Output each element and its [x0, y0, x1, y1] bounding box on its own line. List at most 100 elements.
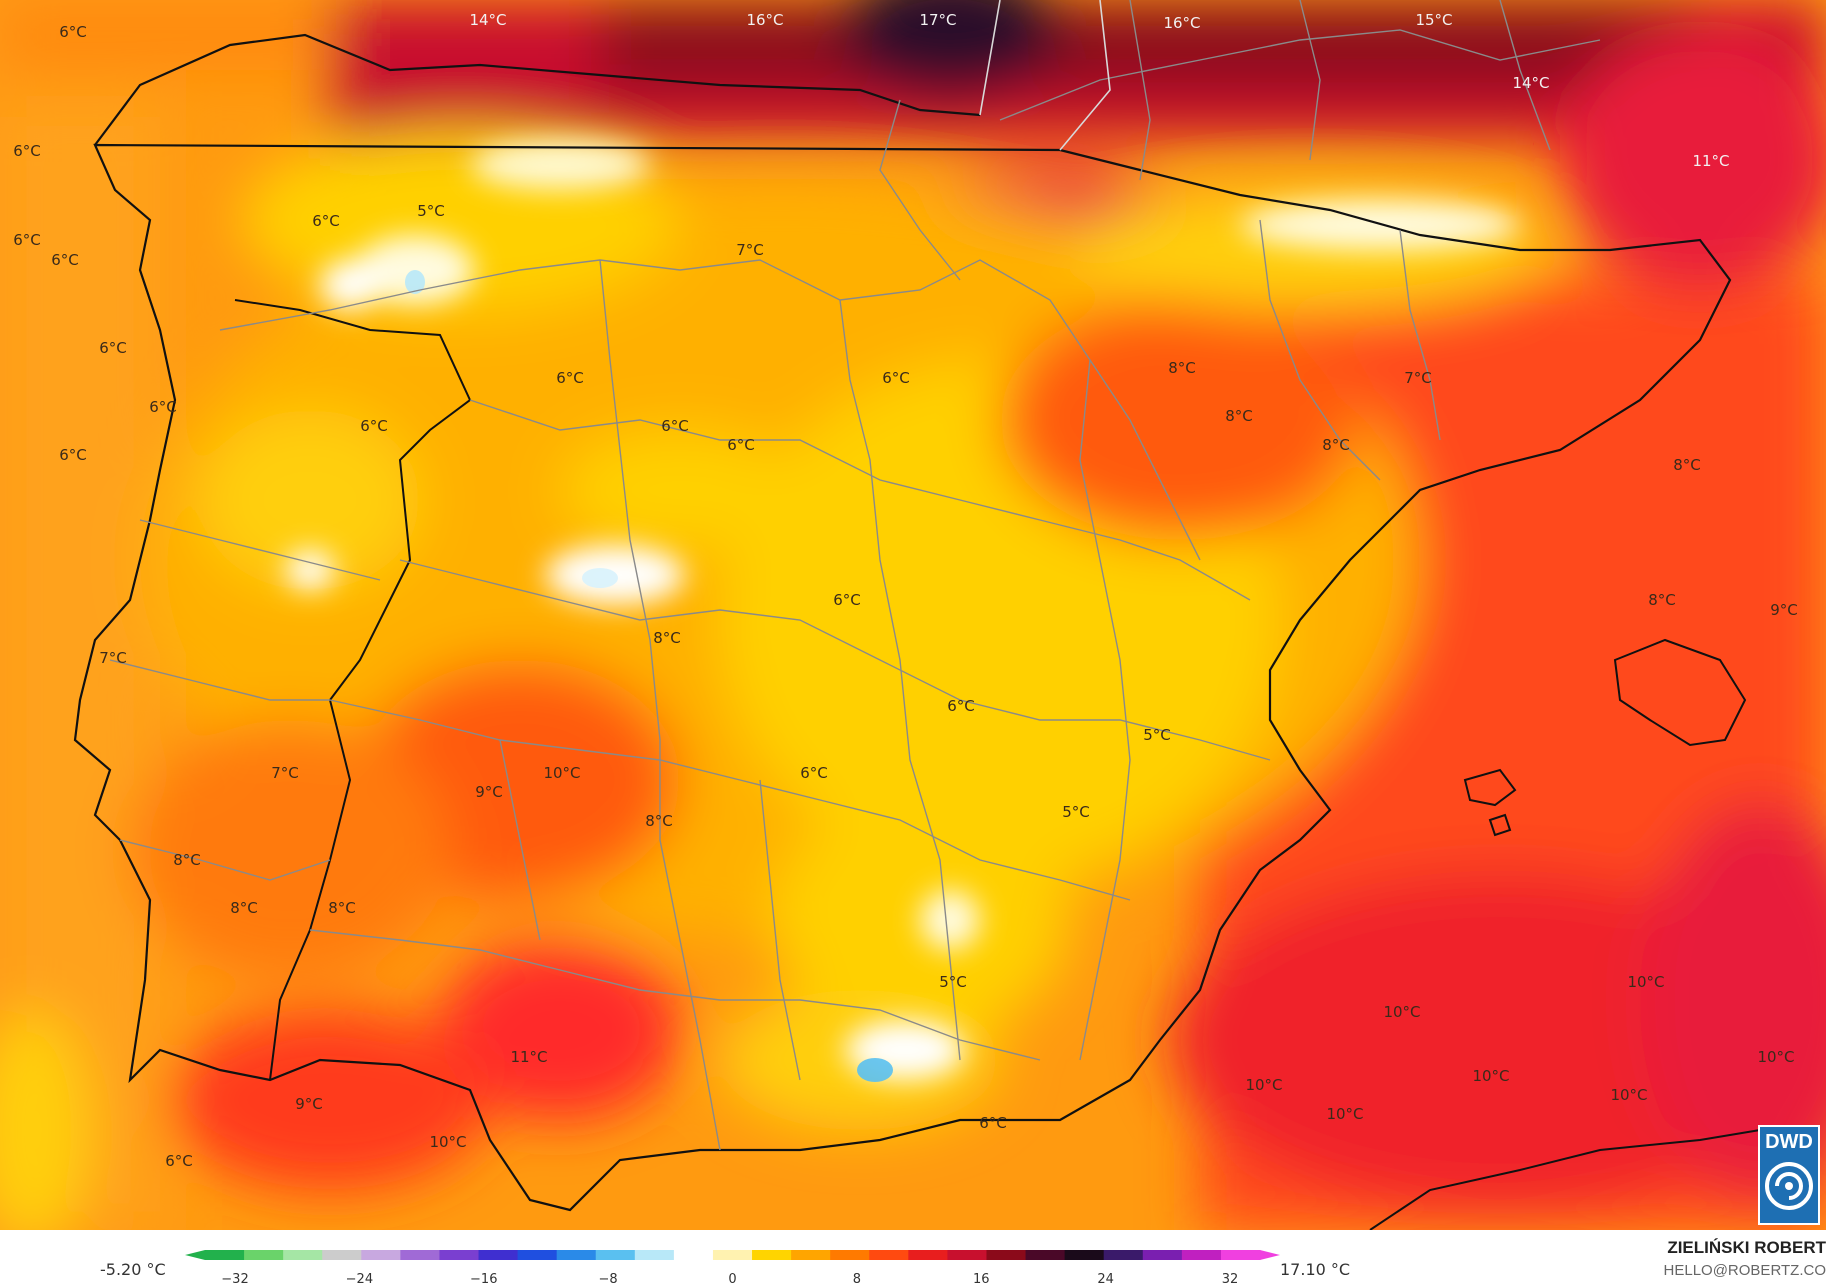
temperature-label: 9°C	[475, 783, 503, 801]
temperature-label: 6°C	[360, 417, 388, 435]
scale-segment	[556, 1250, 597, 1260]
temperature-label: 5°C	[1143, 726, 1171, 744]
temperature-label: 8°C	[1168, 359, 1196, 377]
temperature-label: 10°C	[1610, 1086, 1647, 1104]
temperature-label: 8°C	[328, 899, 356, 917]
temperature-label: 6°C	[59, 23, 87, 41]
scale-tick-label: 8	[852, 1272, 862, 1287]
temperature-label: 8°C	[230, 899, 258, 917]
scale-segment	[361, 1250, 401, 1260]
scale-tick-label: −32	[221, 1272, 249, 1287]
scale-segment	[1181, 1250, 1222, 1260]
temperature-label: 6°C	[165, 1152, 193, 1170]
footer	[0, 1230, 1826, 1287]
scale-segment	[830, 1250, 870, 1260]
scale-segment	[869, 1250, 909, 1260]
temperature-label: 6°C	[947, 697, 975, 715]
temperature-label: 6°C	[99, 339, 127, 357]
temperature-label: 14°C	[1512, 74, 1549, 92]
dwd-logo: DWD	[1758, 1125, 1820, 1225]
temperature-label: 10°C	[1383, 1003, 1420, 1021]
temperature-label: 11°C	[1692, 152, 1729, 170]
temperature-label: 6°C	[882, 369, 910, 387]
temperature-label: 10°C	[1245, 1076, 1282, 1094]
scale-segment	[1142, 1250, 1183, 1260]
temperature-label: 6°C	[149, 398, 177, 416]
swirl-icon	[1765, 1162, 1813, 1210]
scale-segment	[478, 1250, 519, 1260]
scale-tick-label: −8	[598, 1272, 618, 1287]
temperature-label: 8°C	[653, 629, 681, 647]
temperature-label: 6°C	[800, 764, 828, 782]
scale-arrow-right	[1260, 1250, 1280, 1260]
temperature-label: 6°C	[13, 142, 41, 160]
scale-segment	[986, 1250, 1027, 1260]
temperature-label: 10°C	[1627, 973, 1664, 991]
temperature-label: 10°C	[1326, 1105, 1363, 1123]
temperature-label: 11°C	[510, 1048, 547, 1066]
temperature-labels: 14°C 16°C 17°C 16°C 15°C 14°C 11°C 6°C 6°C 6°C 6°C…	[13, 11, 1798, 1170]
scale-tick-label: 16	[972, 1272, 990, 1287]
author-email: HELLO@ROBERTZ.CO	[1663, 1262, 1826, 1279]
scale-tick-label: 24	[1097, 1272, 1114, 1287]
scale-tick-label: −16	[470, 1272, 498, 1287]
coastline	[73, 33, 1732, 1212]
temperature-label: 6°C	[556, 369, 584, 387]
temperature-label: 7°C	[271, 764, 299, 782]
temperature-label: 7°C	[1404, 369, 1432, 387]
temperature-label: 9°C	[295, 1095, 323, 1113]
temperature-label: 6°C	[59, 446, 87, 464]
scale-segment	[595, 1250, 636, 1260]
temperature-label: 10°C	[1757, 1048, 1794, 1066]
dwd-logo-text: DWD	[1765, 1131, 1813, 1153]
min-value: -5.20 °C	[100, 1260, 166, 1279]
temperature-label: 8°C	[1648, 591, 1676, 609]
temperature-label: 8°C	[645, 812, 673, 830]
temperature-label: 17°C	[919, 11, 956, 29]
scale-segment	[947, 1250, 987, 1260]
scale-segment	[634, 1250, 675, 1260]
temperature-label: 6°C	[833, 591, 861, 609]
scale-segment	[752, 1250, 792, 1260]
temperature-label: 5°C	[1062, 803, 1090, 821]
scale-segment	[400, 1250, 440, 1260]
scale-segment	[283, 1250, 323, 1260]
scale-segment	[1103, 1250, 1144, 1260]
temperature-label: 7°C	[736, 241, 764, 259]
temperature-label: 8°C	[173, 851, 201, 869]
temperature-map: 14°C 16°C 17°C 16°C 15°C 14°C 11°C 6°C 6°C 6°C 6°C…	[0, 0, 1826, 1230]
temperature-label: 6°C	[13, 231, 41, 249]
temperature-label: 15°C	[1415, 11, 1452, 29]
scale-segment	[1064, 1250, 1105, 1260]
scale-segment	[517, 1250, 558, 1260]
scale-arrow-left	[185, 1250, 205, 1260]
temperature-label: 16°C	[746, 11, 783, 29]
temperature-label: 5°C	[417, 202, 445, 220]
author-name: ZIELIŃSKI ROBERT	[1667, 1238, 1826, 1257]
scale-segment	[1025, 1250, 1066, 1260]
temperature-label: 6°C	[979, 1114, 1007, 1132]
temperature-label: 10°C	[1472, 1067, 1509, 1085]
scale-segment	[439, 1250, 480, 1260]
scale-tick-label: 0	[728, 1272, 737, 1287]
temperature-label: 6°C	[661, 417, 689, 435]
temperature-label: 14°C	[469, 11, 506, 29]
temperature-label: 6°C	[51, 251, 79, 269]
temperature-label: 6°C	[727, 436, 755, 454]
scale-tick-label: 32	[1221, 1272, 1239, 1287]
scale-segment	[1220, 1250, 1261, 1260]
color-scale-bar	[185, 1250, 1280, 1260]
temperature-label: 10°C	[429, 1133, 466, 1151]
temperature-label: 8°C	[1225, 407, 1253, 425]
scale-segment	[322, 1250, 362, 1260]
temperature-label: 8°C	[1673, 456, 1701, 474]
scale-segment	[791, 1250, 831, 1260]
scale-segment	[908, 1250, 948, 1260]
temperature-label: 7°C	[99, 649, 127, 667]
scale-tick-label: −24	[345, 1272, 374, 1287]
temperature-label: 5°C	[939, 973, 967, 991]
max-value: 17.10 °C	[1280, 1260, 1351, 1279]
scale-segment	[205, 1250, 245, 1260]
temperature-label: 8°C	[1322, 436, 1350, 454]
scale-segment	[712, 1250, 753, 1260]
